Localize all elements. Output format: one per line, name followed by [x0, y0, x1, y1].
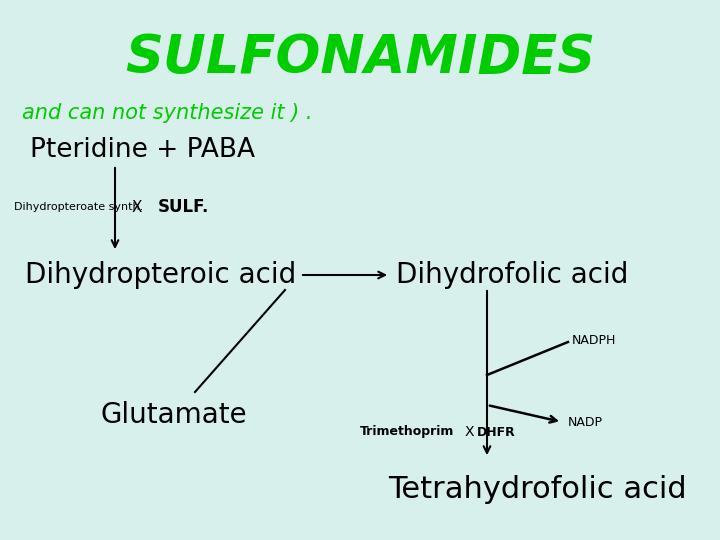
Text: SULFONAMIDES: SULFONAMIDES: [125, 32, 595, 84]
Text: Dihydrofolic acid: Dihydrofolic acid: [396, 261, 629, 289]
Text: Glutamate: Glutamate: [100, 401, 247, 429]
Text: Trimethoprim: Trimethoprim: [360, 426, 454, 438]
Text: Tetrahydrofolic acid: Tetrahydrofolic acid: [388, 476, 687, 504]
Text: Dihydropteroate synth.: Dihydropteroate synth.: [14, 202, 143, 212]
Text: NADPH: NADPH: [572, 334, 616, 347]
Text: DHFR: DHFR: [477, 426, 516, 438]
Text: and can not synthesize it ) .: and can not synthesize it ) .: [22, 103, 312, 123]
Text: X: X: [132, 199, 143, 214]
Text: X: X: [465, 425, 474, 439]
Text: Pteridine + PABA: Pteridine + PABA: [30, 137, 255, 163]
Text: SULF.: SULF.: [158, 198, 210, 216]
Text: Dihydropteroic acid: Dihydropteroic acid: [25, 261, 296, 289]
Text: NADP: NADP: [568, 415, 603, 429]
